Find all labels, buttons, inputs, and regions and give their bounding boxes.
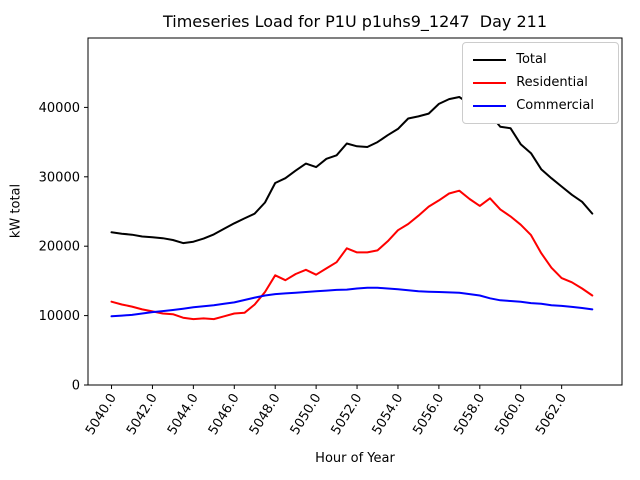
legend-label: Residential	[516, 75, 588, 90]
legend-item-residential: Residential	[473, 75, 608, 91]
series-line-residential	[110, 189, 594, 321]
chart-title: Timeseries Load for P1U p1uhs9_1247 Day …	[162, 12, 548, 31]
x-tick-label: 5050.0	[288, 391, 325, 438]
x-tick-label: 5046.0	[206, 391, 243, 438]
x-tick-label: 5058.0	[451, 391, 488, 438]
y-tick-label: 30000	[39, 170, 80, 185]
legend-item-commercial: Commercial	[473, 98, 608, 114]
y-tick-label: 10000	[39, 309, 80, 324]
legend-line-commercial	[473, 105, 507, 107]
x-tick-label: 5062.0	[533, 391, 570, 438]
legend-label: Total	[516, 52, 547, 67]
legend-line-total	[473, 59, 507, 61]
y-axis-label: kW total	[8, 183, 24, 239]
x-tick-label: 5042.0	[124, 391, 161, 438]
x-tick-label: 5048.0	[247, 391, 284, 438]
y-tick-label: 0	[72, 379, 80, 394]
x-axis-label: Hour of Year	[315, 451, 395, 466]
legend-item-total: Total	[473, 52, 608, 68]
series-line-total	[110, 96, 594, 245]
legend: Total Residential Commercial	[462, 42, 619, 124]
x-tick-label: 5056.0	[410, 391, 447, 438]
y-tick-label: 40000	[39, 101, 80, 116]
x-tick-label: 5040.0	[83, 391, 120, 438]
x-tick-label: 5044.0	[165, 391, 202, 438]
series-line-commercial	[110, 286, 594, 318]
x-tick-label: 5060.0	[492, 391, 529, 438]
x-tick-label: 5054.0	[370, 391, 407, 438]
x-tick-label: 5052.0	[329, 391, 366, 438]
legend-label: Commercial	[516, 98, 594, 113]
y-tick-label: 20000	[39, 240, 80, 255]
legend-line-residential	[473, 82, 507, 84]
axes-spines	[87, 37, 623, 386]
